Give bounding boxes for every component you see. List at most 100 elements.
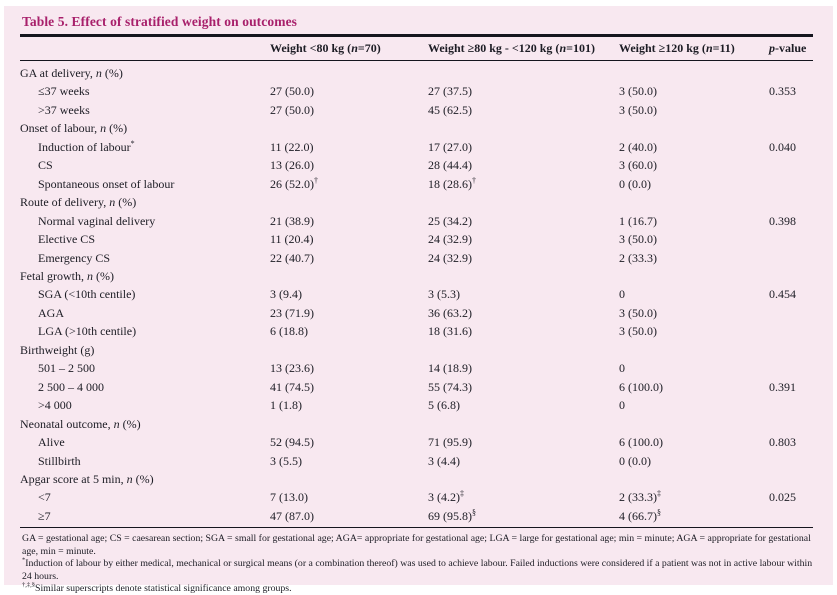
cell bbox=[769, 175, 813, 193]
cell bbox=[769, 61, 813, 83]
cell: 47 (87.0) bbox=[270, 506, 428, 529]
cell bbox=[769, 415, 813, 433]
cell: 3 (9.4) bbox=[270, 287, 302, 302]
cell bbox=[270, 119, 428, 137]
table-row: Alive 52 (94.5) 71 (95.9) 6 (100.0) 0.803 bbox=[20, 433, 813, 451]
cell: 3 (4.2)‡ bbox=[428, 489, 464, 505]
table-footnotes: GA = gestational age; CS = caesarean sec… bbox=[20, 528, 813, 595]
cell bbox=[769, 341, 813, 359]
row-label: ≤37 weeks bbox=[38, 84, 90, 99]
cell: 6 (100.0) bbox=[619, 435, 663, 450]
column-header: Weight <80 kg (n=70) bbox=[270, 37, 428, 61]
cell bbox=[769, 304, 813, 322]
cell: 3 (50.0) bbox=[619, 102, 657, 117]
cell: 1 (16.7) bbox=[619, 213, 657, 228]
cell: 3 (50.0) bbox=[619, 232, 657, 247]
cell: 27 (50.0) bbox=[270, 84, 314, 99]
row-label: SGA (<10th centile) bbox=[38, 287, 136, 302]
cell bbox=[769, 396, 813, 414]
outcomes-table: Weight <80 kg (n=70) Weight ≥80 kg - <120… bbox=[20, 37, 813, 529]
row-label: Normal vaginal delivery bbox=[38, 213, 156, 228]
table-row: Neonatal outcome, n (%) bbox=[20, 415, 813, 433]
table-title: Table 5. Effect of stratified weight on … bbox=[22, 14, 298, 29]
table-row: 501 – 2 500 13 (23.6) 14 (18.9) 0 bbox=[20, 359, 813, 377]
table-header: Weight <80 kg (n=70) Weight ≥80 kg - <120… bbox=[20, 37, 813, 61]
cell: 0.025 bbox=[769, 490, 796, 505]
cell: 0 (0.0) bbox=[619, 453, 651, 468]
row-label: Birthweight (g) bbox=[20, 342, 95, 357]
table-row: Fetal growth, n (%) bbox=[20, 267, 813, 285]
cell: 0.353 bbox=[769, 84, 796, 99]
cell: 3 (50.0) bbox=[619, 324, 657, 339]
cell: 6 (18.8) bbox=[270, 324, 308, 339]
cell: 41 (74.5) bbox=[270, 379, 314, 394]
cell: 13 (26.0) bbox=[270, 158, 314, 173]
table-row: <7 7 (13.0) 3 (4.2)‡ 2 (33.3)‡ 0.025 bbox=[20, 488, 813, 506]
cell: 11 (20.4) bbox=[270, 232, 314, 247]
table-row: Route of delivery, n (%) bbox=[20, 193, 813, 211]
cell bbox=[769, 249, 813, 267]
cell: 3 (4.4) bbox=[428, 453, 460, 468]
cell: 69 (95.8)§ bbox=[428, 506, 619, 529]
table-row: Stillbirth 3 (5.5) 3 (4.4) 0 (0.0) bbox=[20, 452, 813, 470]
cell: 24 (32.9) bbox=[428, 232, 472, 247]
table-row: Emergency CS 22 (40.7) 24 (32.9) 2 (33.3) bbox=[20, 249, 813, 267]
row-label: Alive bbox=[38, 435, 65, 450]
cell bbox=[270, 415, 428, 433]
cell: 36 (63.2) bbox=[428, 305, 472, 320]
cell: 22 (40.7) bbox=[270, 250, 314, 265]
cell: 27 (50.0) bbox=[270, 102, 314, 117]
cell: 18 (28.6)† bbox=[428, 175, 476, 191]
cell bbox=[619, 193, 769, 211]
row-label: <7 bbox=[38, 490, 51, 505]
table-row: ≤37 weeks 27 (50.0) 27 (37.5) 3 (50.0) 0.353 bbox=[20, 82, 813, 100]
footnote: *Induction of labour by either medical, … bbox=[22, 556, 813, 582]
title-divider-rule bbox=[20, 34, 813, 37]
table-row: Elective CS 11 (20.4) 24 (32.9) 3 (50.0) bbox=[20, 230, 813, 248]
table-row: Apgar score at 5 min, n (%) bbox=[20, 470, 813, 488]
cell bbox=[769, 506, 813, 529]
cell: 0.391 bbox=[769, 379, 796, 394]
cell: 5 (6.8) bbox=[428, 398, 460, 413]
cell: 0 bbox=[619, 398, 625, 413]
cell bbox=[769, 156, 813, 174]
row-label: Route of delivery, n (%) bbox=[20, 195, 137, 210]
cell: 28 (44.4) bbox=[428, 158, 472, 173]
column-header: p-value bbox=[769, 37, 813, 61]
row-label: Elective CS bbox=[38, 232, 95, 247]
cell: 25 (34.2) bbox=[428, 213, 472, 228]
table-body: GA at delivery, n (%) ≤37 weeks 27 (50.0) 2… bbox=[20, 61, 813, 529]
cell bbox=[270, 267, 428, 285]
table-row: ≥7 47 (87.0) 69 (95.8)§ 4 (66.7)§ bbox=[20, 506, 813, 529]
cell bbox=[769, 322, 813, 340]
cell: 0.803 bbox=[769, 435, 796, 450]
cell: 17 (27.0) bbox=[428, 139, 472, 154]
cell: 2 (40.0) bbox=[619, 139, 657, 154]
cell: 0.040 bbox=[769, 139, 796, 154]
row-label: Neonatal outcome, n (%) bbox=[20, 416, 141, 431]
cell: 2 (33.3) bbox=[619, 250, 657, 265]
cell bbox=[769, 101, 813, 119]
cell bbox=[428, 267, 619, 285]
cell: 0.454 bbox=[769, 287, 796, 302]
header-row: Weight <80 kg (n=70) Weight ≥80 kg - <120… bbox=[20, 37, 813, 61]
column-header: Weight ≥120 kg (n=11) bbox=[619, 37, 769, 61]
cell bbox=[428, 415, 619, 433]
row-label: >37 weeks bbox=[38, 102, 90, 117]
cell: 45 (62.5) bbox=[428, 102, 472, 117]
row-label: LGA (>10th centile) bbox=[38, 324, 137, 339]
cell: 3 (5.5) bbox=[270, 453, 302, 468]
footnote: GA = gestational age; CS = caesarean sec… bbox=[22, 533, 811, 557]
cell: 21 (38.9) bbox=[270, 213, 314, 228]
table-row: CS 13 (26.0) 28 (44.4) 3 (60.0) bbox=[20, 156, 813, 174]
cell bbox=[270, 193, 428, 211]
cell: 23 (71.9) bbox=[270, 305, 314, 320]
cell bbox=[428, 341, 619, 359]
row-label: Fetal growth, n (%) bbox=[20, 268, 114, 283]
cell bbox=[769, 119, 813, 137]
cell bbox=[769, 230, 813, 248]
row-label: AGA bbox=[38, 305, 64, 320]
cell: 11 (22.0) bbox=[270, 139, 314, 154]
cell bbox=[428, 193, 619, 211]
cell bbox=[428, 119, 619, 137]
